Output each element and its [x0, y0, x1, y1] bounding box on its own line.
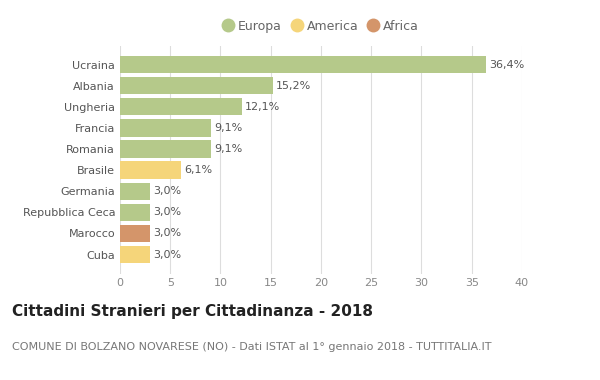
Text: 12,1%: 12,1%: [245, 102, 280, 112]
Text: 3,0%: 3,0%: [153, 207, 181, 217]
Bar: [120, 98, 242, 116]
Text: 36,4%: 36,4%: [489, 60, 524, 70]
Bar: [120, 77, 273, 94]
Text: Cittadini Stranieri per Cittadinanza - 2018: Cittadini Stranieri per Cittadinanza - 2…: [12, 304, 373, 319]
Bar: [120, 246, 150, 263]
Bar: [120, 162, 181, 179]
Text: 15,2%: 15,2%: [276, 81, 311, 91]
Bar: [120, 140, 211, 158]
Text: 3,0%: 3,0%: [153, 250, 181, 260]
Bar: [120, 204, 150, 221]
Bar: [120, 119, 211, 136]
Text: 9,1%: 9,1%: [214, 123, 243, 133]
Text: 6,1%: 6,1%: [184, 165, 212, 175]
Text: COMUNE DI BOLZANO NOVARESE (NO) - Dati ISTAT al 1° gennaio 2018 - TUTTITALIA.IT: COMUNE DI BOLZANO NOVARESE (NO) - Dati I…: [12, 342, 491, 352]
Bar: [120, 225, 150, 242]
Bar: [120, 183, 150, 200]
Text: 3,0%: 3,0%: [153, 228, 181, 239]
Bar: [120, 56, 486, 73]
Text: 9,1%: 9,1%: [214, 144, 243, 154]
Legend: Europa, America, Africa: Europa, America, Africa: [218, 15, 424, 38]
Text: 3,0%: 3,0%: [153, 186, 181, 196]
